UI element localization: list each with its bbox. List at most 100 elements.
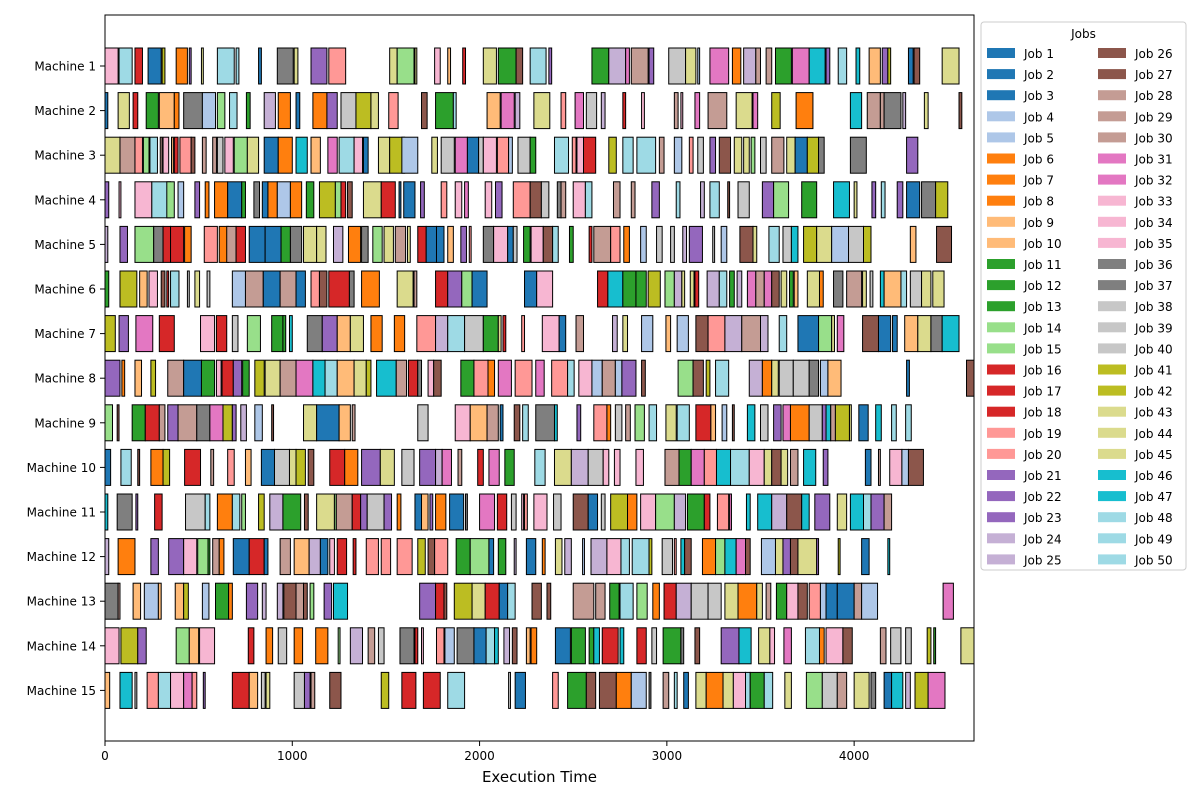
legend-label-job-15: Job 15: [1023, 342, 1062, 356]
task-bar-m13-11: [245, 582, 259, 620]
task-bar-m6-21: [396, 270, 414, 308]
legend-label-job-3: Job 3: [1023, 89, 1054, 103]
task-bar-m14-48: [842, 627, 853, 665]
task-bar-m1-18: [414, 47, 418, 85]
task-bar-m9-36: [676, 404, 690, 442]
legend-swatch-job-36: [1098, 259, 1126, 269]
task-bar-m7-29: [612, 315, 618, 353]
task-bar-m15-43: [821, 671, 838, 709]
task-bar-m13-42: [756, 582, 763, 620]
task-bar-m4-50: [833, 181, 850, 219]
task-bar-m9-44: [782, 404, 791, 442]
task-bar-m11-47: [745, 493, 751, 531]
task-bar-m11-40: [640, 493, 657, 531]
task-bar-m11-33: [533, 493, 548, 531]
task-bar-m15-44: [836, 671, 848, 709]
task-bar-m4-26: [420, 181, 425, 219]
task-bar-m7-27: [558, 315, 567, 353]
task-bar-m2-27: [533, 92, 551, 130]
legend-swatch-job-14: [987, 322, 1015, 333]
legend-label-job-12: Job 12: [1023, 279, 1062, 293]
task-bar-m10-22: [441, 448, 452, 486]
task-bar-m9-4: [144, 404, 160, 442]
task-bar-m11-12: [282, 493, 302, 531]
task-bar-m1-28: [608, 47, 627, 85]
task-bar-m2-8: [201, 92, 216, 130]
task-bar-m3-54: [750, 136, 756, 174]
task-bar-m8-45: [748, 359, 763, 397]
task-bar-m14-16: [399, 627, 415, 665]
task-bar-m3-51: [718, 136, 732, 174]
legend-swatch-job-23: [987, 512, 1015, 523]
task-bar-m5-25: [417, 225, 427, 263]
task-bar-m13-7: [183, 582, 189, 620]
legend-swatch-job-2: [987, 69, 1015, 80]
task-bar-m10-29: [570, 448, 589, 486]
task-bar-m1-4: [147, 47, 162, 85]
task-bar-m3-25: [362, 136, 369, 174]
task-bar-m8-8: [215, 359, 222, 397]
task-bar-m1-25: [529, 47, 547, 85]
task-bar-m15-27: [598, 671, 617, 709]
task-bar-m5-11: [235, 225, 246, 263]
task-bar-m12-17: [329, 538, 335, 576]
legend-swatch-job-35: [1098, 237, 1126, 248]
task-bar-m15-31: [662, 671, 670, 709]
task-bar-m9-9: [209, 404, 224, 442]
task-bar-m6-4: [148, 270, 158, 308]
task-bar-m5-55: [790, 225, 799, 263]
task-bar-m7-31: [641, 315, 654, 353]
task-bar-m15-41: [784, 671, 792, 709]
task-bar-m5-31: [482, 225, 495, 263]
task-bar-m1-27: [591, 47, 610, 85]
task-bar-m5-8: [203, 225, 218, 263]
task-bar-m12-54: [797, 538, 818, 576]
task-bar-m10-39: [730, 448, 750, 486]
task-bar-m7-12: [306, 315, 323, 353]
task-bar-m7-41: [818, 315, 833, 353]
legend-swatch-job-29: [1098, 111, 1126, 122]
task-bar-m8-41: [677, 359, 694, 397]
task-bar-m9-11: [231, 404, 237, 442]
task-bar-m4-21: [347, 181, 353, 219]
task-bar-m10-13: [295, 448, 306, 486]
task-bar-m1-13: [293, 47, 299, 85]
task-bar-m12-35: [582, 538, 585, 576]
task-bar-m2-7: [183, 92, 203, 130]
legend-label-job-13: Job 13: [1023, 300, 1062, 314]
legend-label-job-28: Job 28: [1134, 89, 1173, 103]
task-bar-m1-36: [731, 47, 742, 85]
task-bar-m4-20: [340, 181, 347, 219]
task-bar-m14-25: [503, 627, 511, 665]
legend-label-job-16: Job 16: [1023, 364, 1062, 378]
legend-label-job-24: Job 24: [1023, 532, 1062, 546]
y-tick-label-machine-12: Machine 12: [27, 550, 96, 564]
task-bar-m8-32: [535, 359, 545, 397]
y-axis: Machine 1 Machine 2 Machine 3 Machine 4 Mach…: [27, 60, 105, 698]
task-bar-m12-20: [365, 538, 379, 576]
task-bar-m14-54: [960, 627, 975, 665]
task-bar-m13-1: [104, 582, 119, 620]
task-bar-m5-37: [542, 225, 554, 263]
task-bar-m9-46: [808, 404, 823, 442]
task-bar-m6-34: [664, 270, 675, 308]
task-bar-m13-37: [675, 582, 692, 620]
task-bar-m1-14: [310, 47, 328, 85]
legend-swatch-job-19: [987, 427, 1015, 438]
task-bar-m14-27: [525, 627, 531, 665]
task-bar-m11-10: [258, 493, 265, 531]
legend-swatch-job-33: [1098, 195, 1126, 206]
task-bar-m3-40: [571, 136, 577, 174]
task-bar-m5-24: [406, 225, 411, 263]
task-bar-m3-7: [162, 136, 170, 174]
task-bar-m3-8: [170, 136, 174, 174]
task-bar-m6-32: [635, 270, 647, 308]
task-bar-m15-51: [927, 671, 946, 709]
task-bar-m3-16: [233, 136, 248, 174]
task-bar-m6-22: [413, 270, 418, 308]
task-bar-m3-37: [517, 136, 531, 174]
task-bar-m5-4: [153, 225, 164, 263]
task-bar-m15-48: [891, 671, 904, 709]
task-bar-m10-41: [763, 448, 773, 486]
